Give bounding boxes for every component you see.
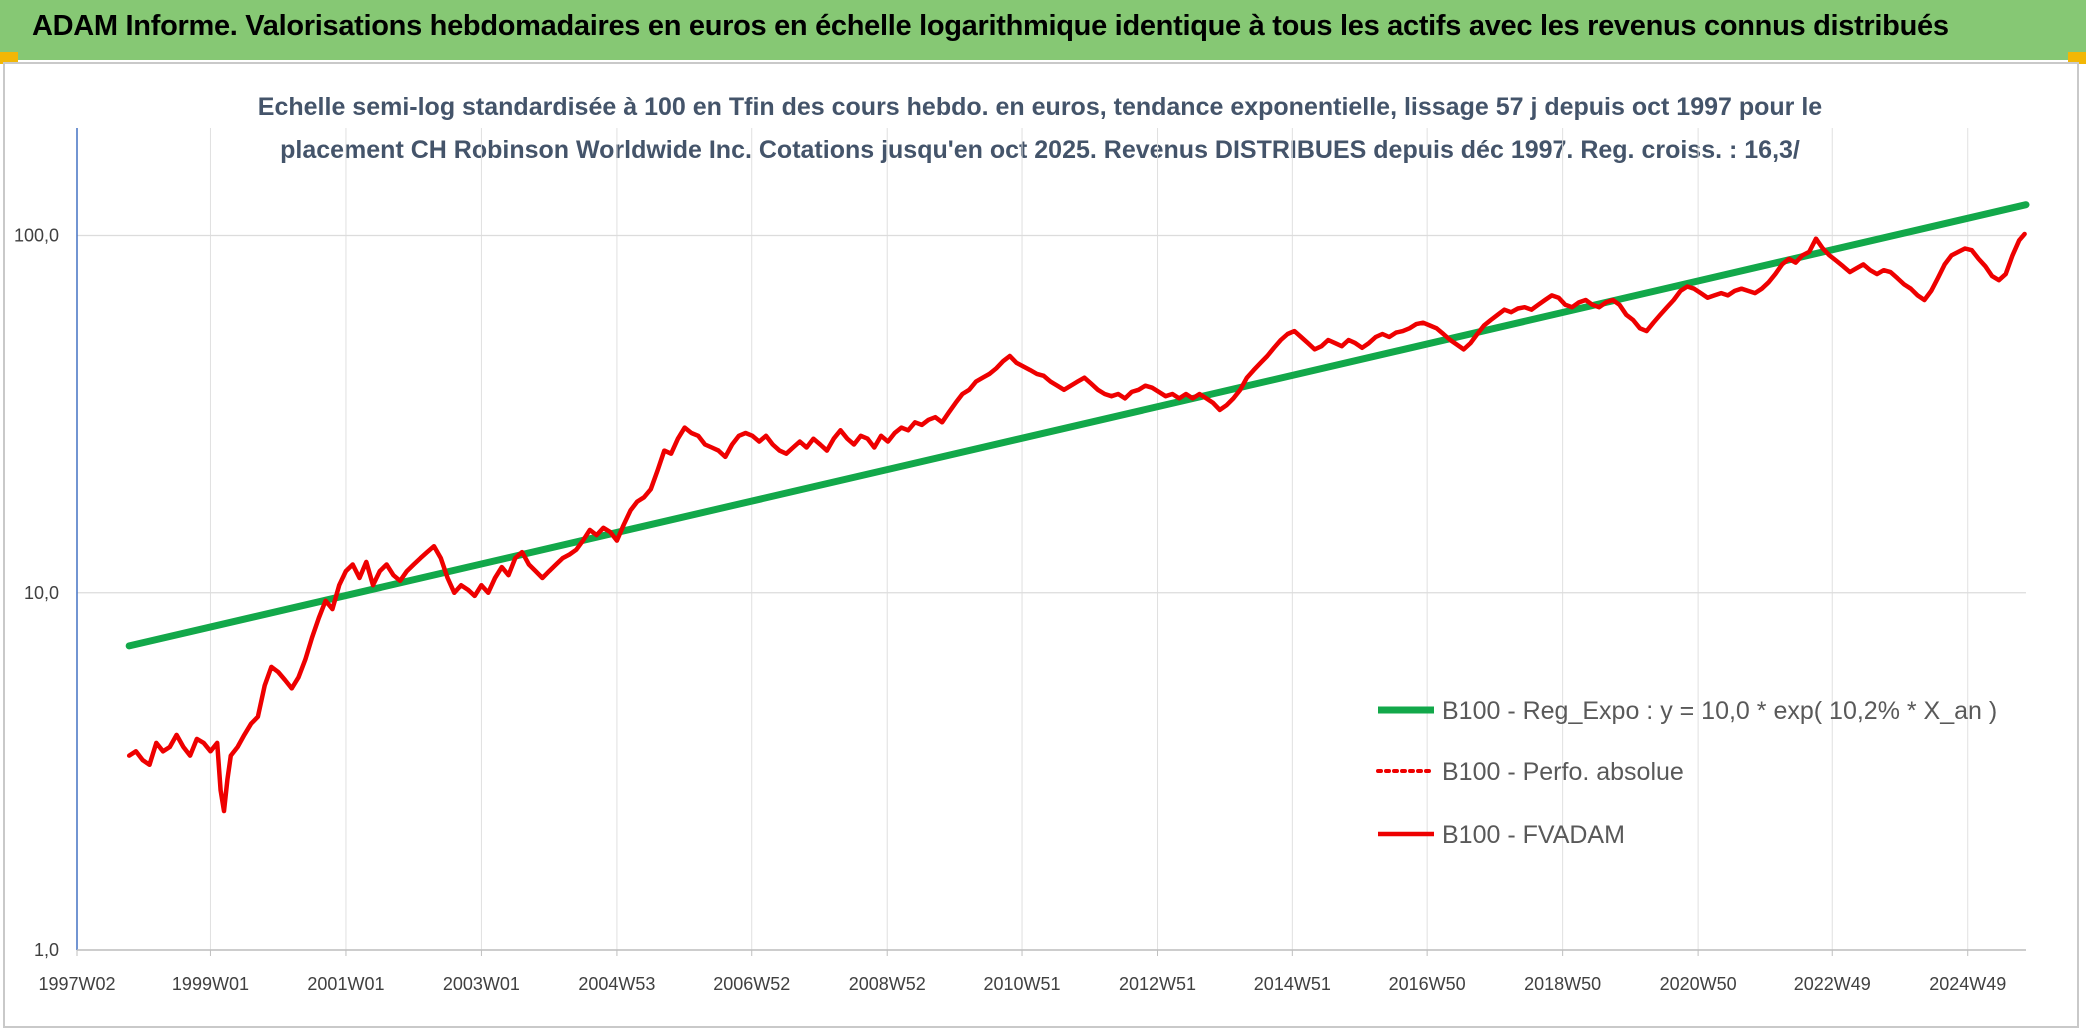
x-tick-label: 2008W52 (849, 974, 926, 994)
corner-accent-right (2068, 52, 2086, 64)
axes: 1997W02 1999W01 2001W01 2003W01 2004W53 2006W… (14, 128, 2026, 994)
x-tick-label: 2012W51 (1119, 974, 1196, 994)
x-tick-label: 2024W49 (1929, 974, 2006, 994)
report-header: ADAM Informe. Valorisations hebdomadaire… (0, 0, 2086, 60)
chart-subtitle-line-2: placement CH Robinson Worldwide Inc. Cot… (280, 136, 1800, 164)
x-tick-label: 1997W02 (38, 974, 115, 994)
x-tick-label: 2004W53 (578, 974, 655, 994)
x-tick-label: 2010W51 (984, 974, 1061, 994)
x-tick-label: 2016W50 (1389, 974, 1466, 994)
corner-accent-left (0, 52, 18, 64)
legend: B100 - Reg_Expo : y = 10,0 * exp( 10,2% … (1376, 697, 1997, 849)
chart-subtitle-line-1: Echelle semi-log standardisée à 100 en T… (258, 93, 1823, 121)
x-tick-label: 1999W01 (172, 974, 249, 994)
legend-label-1: B100 - Perfo. absolue (1442, 758, 1684, 786)
grid-lines (76, 128, 2026, 951)
x-tick-label: 2020W50 (1660, 974, 1737, 994)
y-tick-label: 10,0 (24, 583, 59, 603)
x-tick-label: 2001W01 (307, 974, 384, 994)
x-tick-label: 2022W49 (1794, 974, 1871, 994)
report-title: ADAM Informe. Valorisations hebdomadaire… (32, 10, 1949, 42)
series-line-2 (126, 231, 2027, 814)
y-tick-label: 1,0 (34, 940, 59, 960)
x-tick-label: 2003W01 (443, 974, 520, 994)
series-layer (125, 201, 2030, 814)
y-tick-label: 100,0 (14, 226, 59, 246)
legend-label-2: B100 - FVADAM (1442, 821, 1625, 849)
series-line-0 (125, 201, 2030, 650)
legend-label-0: B100 - Reg_Expo : y = 10,0 * exp( 10,2% … (1442, 697, 1997, 725)
chart-frame (3, 62, 2079, 1028)
x-tick-label: 2018W50 (1524, 974, 1601, 994)
x-tick-label: 2006W52 (713, 974, 790, 994)
x-tick-label: 2014W51 (1254, 974, 1331, 994)
